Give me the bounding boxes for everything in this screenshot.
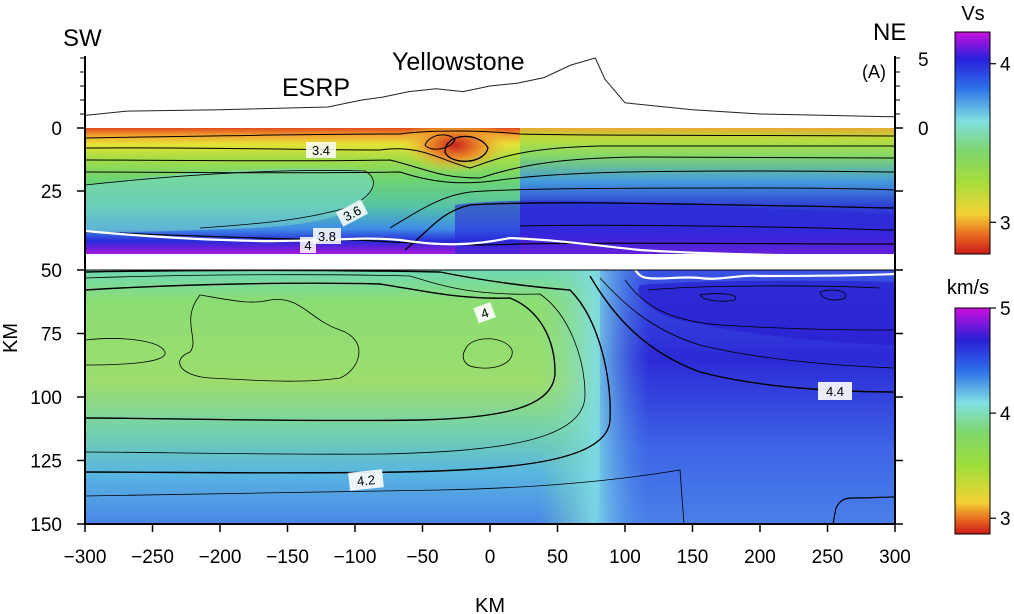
bottom-colorbar-label: km/s	[947, 277, 989, 299]
yellowstone-label: Yellowstone	[392, 48, 525, 76]
contour-label-3-6-text: 3.6	[341, 203, 364, 225]
topography-profile	[84, 57, 896, 118]
x-tick-label: −50	[406, 547, 438, 568]
x-axis-label: KM	[475, 595, 505, 614]
ne-label: NE	[873, 19, 906, 46]
x-tick-label: 100	[609, 547, 641, 568]
x-tick-label: −300	[64, 547, 107, 568]
yellowstone-anomaly	[400, 128, 510, 173]
x-tick-label: −200	[199, 547, 242, 568]
contour-label-3-4: 3.4	[306, 142, 336, 158]
top-contours	[85, 130, 895, 251]
contour-label-3-8-text: 3.8	[318, 229, 336, 244]
contour-label-4-4-text: 4.4	[826, 384, 844, 399]
top-colorbar-bar	[954, 31, 991, 255]
x-tick-label: −150	[266, 547, 309, 568]
contour-label-3-6: 3.6	[335, 199, 369, 227]
x-ticks: −300 −250 −200 −150 −100 −50 0 50 100 150 200 250 30…	[64, 524, 911, 568]
colorbar-tick-label: 5	[1000, 299, 1011, 320]
crust-low-velocity-body	[85, 168, 373, 232]
contour-label-4-top: 4	[300, 237, 316, 253]
bottom-contours	[85, 270, 895, 524]
contour-label-4-4: 4.4	[818, 382, 852, 400]
y-tick-label: 25	[41, 182, 62, 203]
colorbar-tick-label: 3	[1000, 509, 1011, 530]
colorbar-tick-label: 4	[1000, 404, 1011, 425]
x-tick-label: 0	[485, 547, 496, 568]
y-tick-label: 150	[30, 515, 62, 536]
y-tick-label: 75	[41, 325, 62, 346]
moho-line-bottom	[633, 270, 895, 280]
y-tick-label: 125	[30, 452, 62, 473]
contour-label-4-2-text: 4.2	[356, 472, 376, 489]
bottom-panel-field-west	[85, 270, 605, 524]
bottom-panel	[85, 270, 895, 524]
contour-labels: 3.4 3.6 3.8 4 4 4.4 4.2	[300, 142, 852, 491]
top-panel	[85, 128, 895, 254]
esrp-label: ESRP	[282, 74, 350, 102]
contour-label-4-2: 4.2	[348, 469, 384, 491]
contour-label-4-bottom: 4	[473, 302, 496, 324]
bottom-colorbar: km/s 3 4 5	[947, 277, 1011, 535]
moho-line-top	[85, 229, 786, 254]
colorbar-tick-label: 3	[1000, 213, 1011, 234]
y-tick-label: 100	[30, 388, 62, 409]
y-axis-label: KM	[0, 323, 22, 353]
bottom-colorbar-bar	[954, 307, 991, 535]
sw-label: SW	[63, 25, 102, 52]
y-tick-label: 50	[41, 261, 62, 282]
top-colorbar-ticks: 34	[990, 55, 1011, 234]
x-tick-label: 150	[677, 547, 709, 568]
mantle-fast-core	[638, 280, 895, 345]
top-colorbar: Vs 34	[954, 3, 1011, 255]
top-colorbar-label: Vs	[961, 3, 984, 25]
contour-label-4-bottom-text: 4	[479, 305, 491, 322]
contour-label-3-4-text: 3.4	[312, 143, 330, 158]
contour-label-3-8: 3.8	[313, 228, 341, 244]
x-tick-label: 300	[879, 547, 911, 568]
bottom-panel-blend	[540, 270, 650, 524]
bottom-colorbar-ticks: 3 4 5	[990, 299, 1011, 530]
x-tick-label: 250	[812, 547, 844, 568]
y-tick-label: 0	[51, 119, 62, 140]
topo-tick-label: 5	[918, 50, 929, 71]
topo-tick-label: 0	[918, 119, 929, 140]
crust-fast-body	[455, 200, 895, 254]
x-tick-label: −100	[334, 547, 377, 568]
panel-tag: (A)	[862, 62, 886, 82]
colorbar-tick-label: 4	[1000, 55, 1011, 76]
x-tick-label: 50	[547, 547, 568, 568]
x-tick-label: 200	[744, 547, 776, 568]
contour-label-4-top-text: 4	[304, 238, 311, 253]
x-tick-label: −250	[131, 547, 174, 568]
